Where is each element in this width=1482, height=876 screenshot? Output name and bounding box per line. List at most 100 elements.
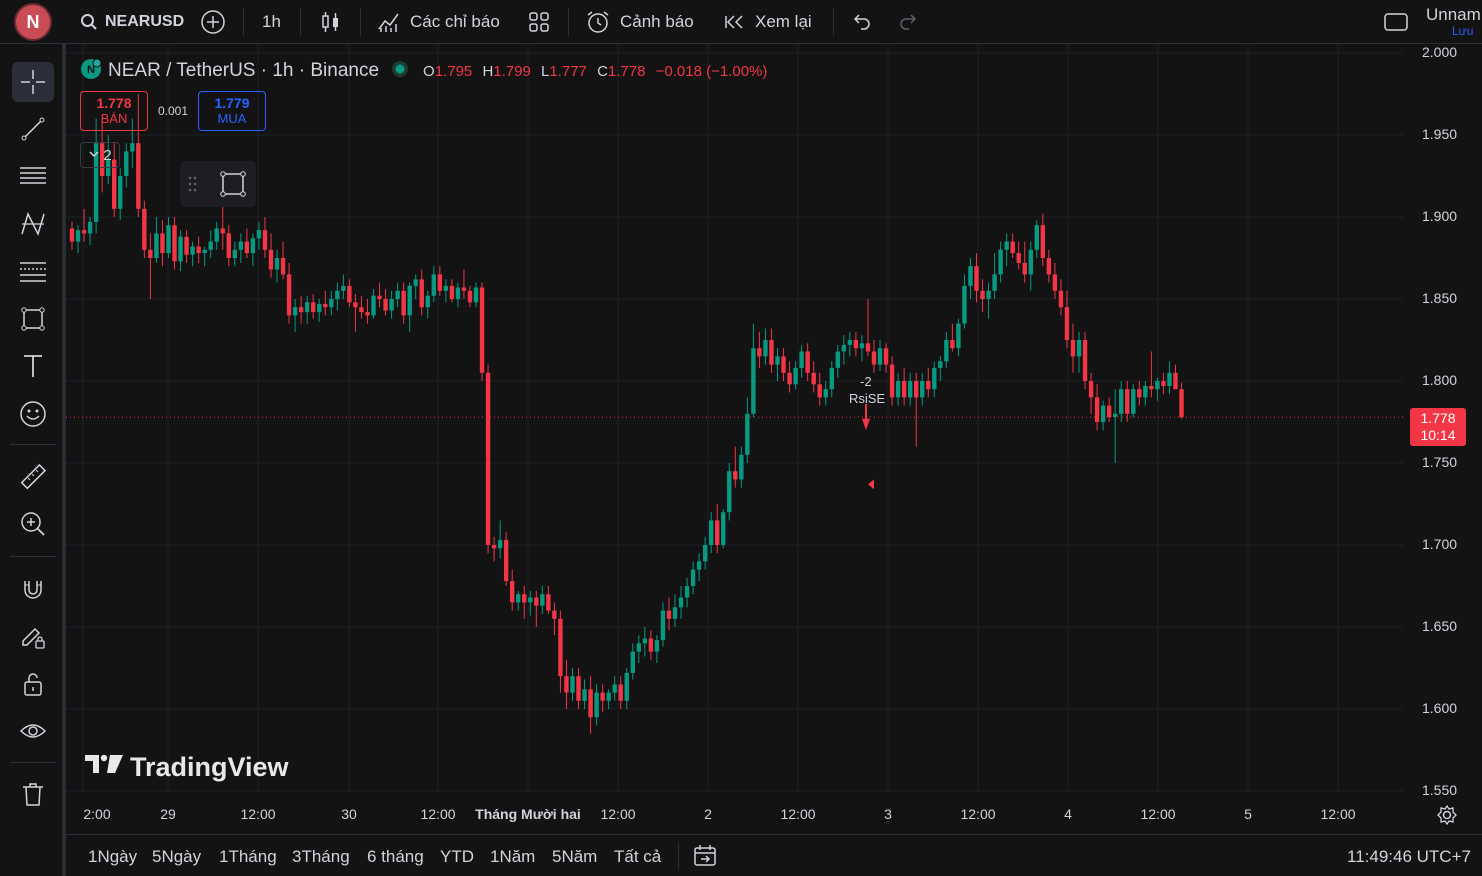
stay-in-drawing-tool[interactable] <box>12 617 54 657</box>
candle <box>745 397 750 463</box>
settings-gear-icon[interactable] <box>1436 804 1458 831</box>
candle <box>787 361 792 393</box>
candle <box>642 627 648 657</box>
candle <box>142 200 147 258</box>
layout-name[interactable]: Unnam <box>1426 5 1481 24</box>
fib-tool[interactable] <box>12 251 54 291</box>
tradingview-watermark[interactable]: TradingView <box>84 752 289 783</box>
price-tick: 1.750 <box>1422 454 1458 470</box>
horizontal-lines-tool[interactable] <box>12 156 54 196</box>
candle <box>781 348 786 381</box>
range-button[interactable]: 1Tháng <box>219 847 277 866</box>
candle <box>1100 400 1106 431</box>
collapse-count: 2 <box>103 146 112 164</box>
candle <box>877 340 883 372</box>
candle <box>528 590 533 616</box>
range-button[interactable]: Tất cả <box>614 847 662 866</box>
undo-button[interactable] <box>850 0 872 44</box>
candle <box>238 233 244 263</box>
exit-signal-marker <box>868 479 874 490</box>
candle <box>805 343 810 381</box>
symbol-title[interactable]: NEAR / TetherUS · 1h · Binance <box>108 60 380 81</box>
rectangle-icon[interactable] <box>218 169 248 204</box>
range-button[interactable]: 5Ngày <box>152 847 202 866</box>
range-button[interactable]: 6 tháng <box>367 847 424 866</box>
go-to-date-icon[interactable] <box>692 843 718 874</box>
trend-line-tool[interactable] <box>12 109 54 149</box>
candle <box>298 295 304 324</box>
remove-drawings-tool[interactable] <box>12 774 54 814</box>
candle <box>87 217 93 245</box>
redo-button[interactable] <box>898 0 920 44</box>
candle <box>69 221 75 250</box>
user-avatar[interactable]: N <box>16 5 50 39</box>
compare-button[interactable] <box>200 0 226 44</box>
price-tick: 1.800 <box>1422 372 1458 388</box>
candle <box>847 331 853 357</box>
symbol-search[interactable]: NEARUSD <box>80 0 184 44</box>
candle <box>702 536 708 570</box>
divider <box>10 556 56 557</box>
candle <box>534 590 539 627</box>
range-button[interactable]: 3Tháng <box>292 847 350 866</box>
sell-button[interactable]: 1.778 BÁN <box>80 91 148 131</box>
measure-tool[interactable] <box>12 457 54 497</box>
zoom-tool[interactable] <box>12 504 54 544</box>
magnet-tool[interactable] <box>12 569 54 609</box>
range-button[interactable]: 1Ngày <box>88 847 138 866</box>
candle <box>280 241 286 280</box>
candle <box>612 676 617 701</box>
alerts-button[interactable]: Cảnh báo <box>585 0 694 44</box>
indicators-button[interactable]: Các chỉ báo <box>376 0 500 44</box>
fullscreen-button[interactable] <box>1383 0 1409 44</box>
clock[interactable]: 11:49:46 UTC+7 <box>1347 847 1471 866</box>
chart-type-button[interactable] <box>318 0 344 44</box>
candle <box>172 217 177 270</box>
pattern-tool[interactable] <box>12 204 54 244</box>
rewind-icon <box>723 10 747 34</box>
candle <box>401 282 406 324</box>
rectangle-tool[interactable] <box>12 299 54 339</box>
candle <box>1137 381 1142 406</box>
range-button[interactable]: 5Năm <box>552 847 598 866</box>
top-toolbar: N NEARUSD 1h Các chỉ báo Cảnh báo <box>0 0 1482 44</box>
crosshair-tool[interactable] <box>12 62 54 102</box>
drag-handle-icon[interactable] <box>188 175 198 198</box>
replay-button[interactable]: Xem lại <box>723 0 812 44</box>
candle <box>148 233 153 299</box>
market-status-icon[interactable] <box>391 60 409 83</box>
save-link[interactable]: Lưu <box>1452 24 1474 38</box>
candle <box>727 463 732 521</box>
hide-drawings-tool[interactable] <box>12 711 54 751</box>
candle <box>286 262 292 324</box>
buy-button[interactable]: 1.779 MUA <box>198 91 266 131</box>
candle <box>166 217 171 258</box>
candle <box>998 241 1003 283</box>
range-button[interactable]: 1Năm <box>490 847 536 866</box>
range-button[interactable]: YTD <box>440 847 474 866</box>
time-axis[interactable]: 2:00 29 12:00 30 12:00 Tháng Mười hai 12:00 2 12… <box>66 792 1482 834</box>
candle <box>1155 377 1160 401</box>
candle <box>624 668 629 709</box>
lock-drawings-tool[interactable] <box>12 664 54 704</box>
indicators-icon <box>376 9 402 35</box>
candle <box>883 343 889 373</box>
candle <box>516 590 521 611</box>
candle <box>920 372 925 406</box>
indicators-collapse-button[interactable]: 2 <box>80 142 120 168</box>
price-chart[interactable] <box>66 44 1404 792</box>
interval-button[interactable]: 1h <box>262 12 281 31</box>
candle <box>980 279 985 313</box>
templates-button[interactable] <box>527 0 551 44</box>
text-tool[interactable] <box>12 346 54 386</box>
candle <box>365 299 370 324</box>
price-axis[interactable]: 2.000 1.950 1.900 1.850 1.800 1.750 1.700 1.650… <box>1404 44 1482 798</box>
chevron-down-icon <box>88 147 100 164</box>
candle <box>190 241 195 267</box>
candle <box>497 520 503 559</box>
emoji-tool[interactable] <box>12 394 54 434</box>
spread-value: 0.001 <box>158 104 189 118</box>
time-tick: 12:00 <box>420 806 456 822</box>
candle <box>1161 372 1166 395</box>
candle <box>130 118 135 168</box>
